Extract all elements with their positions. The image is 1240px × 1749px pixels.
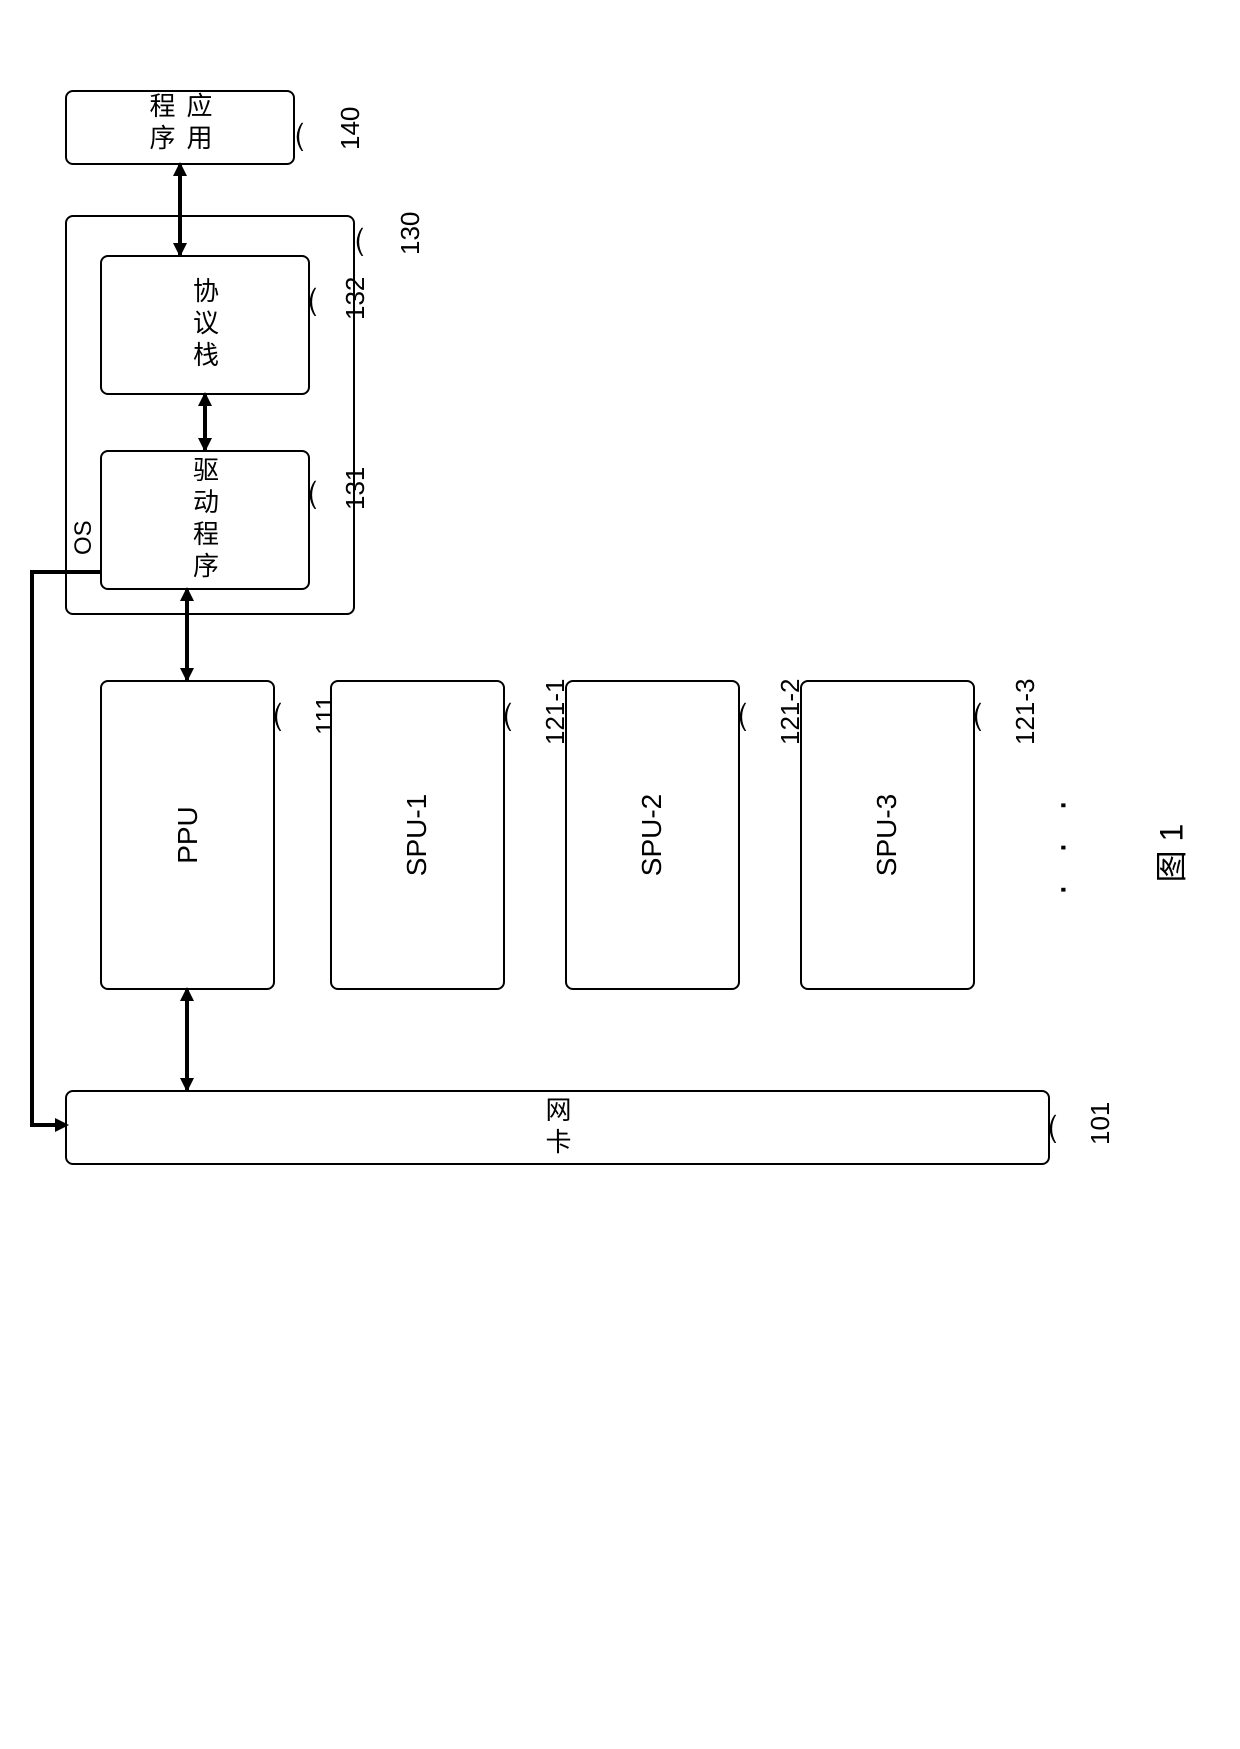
ppu-block: PPU [100, 680, 275, 990]
spu1-block: SPU-1 [330, 680, 505, 990]
ellipsis: . . . [1030, 790, 1075, 896]
os-ref: 130 [395, 212, 426, 255]
ppu-label: PPU [171, 806, 203, 864]
nic-tilde: ⏜ [1050, 1115, 1084, 1144]
arrow-ppu-nic-up [180, 987, 194, 1001]
nic-label: 网卡 [539, 1096, 576, 1160]
arrow-bypass-end [55, 1118, 69, 1132]
spu1-tilde: ⏜ [505, 703, 539, 732]
app-tilde: ⏜ [297, 123, 331, 152]
spu3-label: SPU-3 [872, 794, 904, 876]
arrow-bypass-h1 [30, 570, 100, 574]
driver-block: 驱动程序 [100, 450, 310, 590]
driver-tilde: ⏜ [310, 481, 344, 510]
arrow-driver-ppu-up [180, 587, 194, 601]
spu2-block: SPU-2 [565, 680, 740, 990]
arrow-stack-driver-up [198, 392, 212, 406]
arrow-app-stack-down [173, 243, 187, 257]
spu2-label: SPU-2 [637, 794, 669, 876]
app-ref: 140 [335, 107, 366, 150]
os-label: OS [70, 520, 98, 555]
app-label: 应用程序 [143, 92, 217, 163]
arrow-app-stack [178, 165, 182, 255]
stack-tilde: ⏜ [310, 288, 344, 317]
arrow-stack-driver-down [198, 438, 212, 452]
driver-ref: 131 [340, 467, 371, 510]
arrow-driver-ppu [185, 590, 189, 680]
arrow-bypass-v [30, 570, 34, 1125]
app-block: 应用程序 [65, 90, 295, 165]
nic-ref: 101 [1085, 1102, 1116, 1145]
stack-ref: 132 [340, 277, 371, 320]
ppu-tilde: ⏜ [275, 703, 309, 732]
stack-block: 协议栈 [100, 255, 310, 395]
arrow-driver-ppu-down [180, 668, 194, 682]
spu3-tilde: ⏜ [975, 703, 1009, 732]
spu2-tilde: ⏜ [740, 703, 774, 732]
spu3-ref: 121-3 [1010, 679, 1041, 746]
spu1-label: SPU-1 [402, 794, 434, 876]
nic-block: 网卡 [65, 1090, 1050, 1165]
stack-label: 协议栈 [187, 277, 224, 373]
os-tilde: ⏜ [357, 228, 391, 257]
arrow-ppu-nic [185, 990, 189, 1090]
arrow-ppu-nic-down [180, 1078, 194, 1092]
arrow-app-stack-up [173, 162, 187, 176]
figure-caption: 图 1 [1146, 824, 1192, 883]
driver-label: 驱动程序 [187, 456, 224, 584]
spu3-block: SPU-3 [800, 680, 975, 990]
